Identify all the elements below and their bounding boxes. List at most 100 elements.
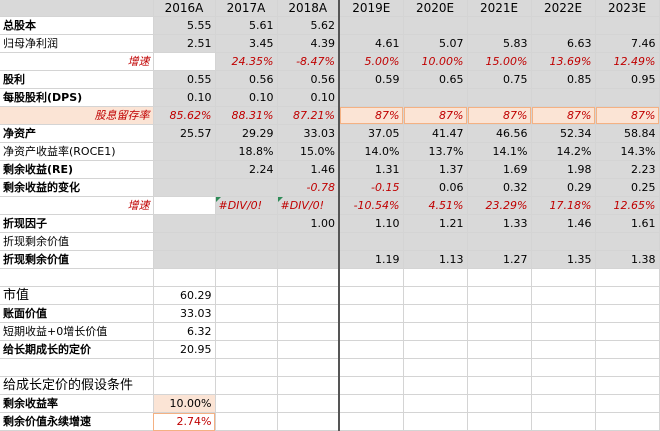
cell[interactable]: 5.00% bbox=[338, 52, 404, 71]
cell[interactable] bbox=[403, 232, 468, 251]
cell[interactable]: 1.31 bbox=[338, 160, 404, 179]
cell[interactable]: 0.65 bbox=[403, 70, 468, 89]
cell[interactable] bbox=[403, 340, 468, 359]
cell[interactable] bbox=[467, 286, 532, 305]
cell[interactable] bbox=[338, 394, 404, 413]
cell[interactable]: 2.51 bbox=[153, 34, 216, 53]
cell[interactable] bbox=[531, 340, 596, 359]
cell[interactable]: 1.00 bbox=[277, 214, 340, 233]
cell[interactable]: 0.56 bbox=[277, 70, 340, 89]
cell[interactable]: 0.25 bbox=[595, 178, 660, 197]
row-label[interactable]: 账面价值 bbox=[0, 304, 154, 323]
cell[interactable] bbox=[403, 358, 468, 377]
cell[interactable] bbox=[277, 232, 340, 251]
cell[interactable]: 0.06 bbox=[403, 178, 468, 197]
cell[interactable]: 0.10 bbox=[277, 88, 340, 107]
header-corner[interactable] bbox=[0, 0, 154, 17]
cell[interactable]: 1.10 bbox=[338, 214, 404, 233]
cell[interactable] bbox=[531, 322, 596, 341]
cell[interactable]: 7.46 bbox=[595, 34, 660, 53]
row-label[interactable]: 净资产收益率(ROCE1) bbox=[0, 142, 154, 161]
cell[interactable]: 37.05 bbox=[338, 124, 404, 143]
cell[interactable]: 46.56 bbox=[467, 124, 532, 143]
header-year-2020E[interactable]: 2020E bbox=[403, 0, 468, 17]
cell[interactable] bbox=[153, 196, 216, 215]
cell[interactable] bbox=[531, 304, 596, 323]
cell[interactable]: 0.55 bbox=[153, 70, 216, 89]
cell[interactable]: -0.78 bbox=[277, 178, 340, 197]
cell[interactable]: 1.37 bbox=[403, 160, 468, 179]
cell[interactable] bbox=[277, 376, 340, 395]
cell[interactable]: 85.62% bbox=[153, 106, 216, 125]
cell[interactable]: 14.3% bbox=[595, 142, 660, 161]
cell[interactable] bbox=[277, 340, 340, 359]
cell[interactable] bbox=[338, 16, 404, 35]
cell[interactable]: 87% bbox=[467, 106, 532, 125]
header-year-2023E[interactable]: 2023E bbox=[595, 0, 660, 17]
cell[interactable] bbox=[467, 358, 532, 377]
cell[interactable]: 33.03 bbox=[153, 304, 216, 323]
cell[interactable] bbox=[215, 232, 278, 251]
cell[interactable] bbox=[595, 376, 660, 395]
cell[interactable] bbox=[467, 394, 532, 413]
cell[interactable]: 13.7% bbox=[403, 142, 468, 161]
cell[interactable]: 6.63 bbox=[531, 34, 596, 53]
header-year-2017A[interactable]: 2017A bbox=[215, 0, 278, 17]
cell[interactable]: 1.35 bbox=[531, 250, 596, 269]
cell[interactable] bbox=[467, 232, 532, 251]
cell[interactable] bbox=[531, 232, 596, 251]
cell[interactable]: 12.65% bbox=[595, 196, 660, 215]
row-label[interactable]: 股利 bbox=[0, 70, 154, 89]
cell[interactable] bbox=[153, 214, 216, 233]
cell[interactable] bbox=[595, 358, 660, 377]
cell[interactable]: -0.15 bbox=[338, 178, 404, 197]
cell[interactable] bbox=[403, 286, 468, 305]
cell[interactable] bbox=[467, 268, 532, 287]
cell[interactable]: 5.61 bbox=[215, 16, 278, 35]
cell[interactable] bbox=[215, 178, 278, 197]
cell[interactable] bbox=[215, 286, 278, 305]
cell[interactable] bbox=[531, 268, 596, 287]
cell[interactable]: #DIV/0! bbox=[277, 196, 340, 215]
row-label[interactable]: 增速 bbox=[0, 52, 154, 71]
cell[interactable] bbox=[215, 322, 278, 341]
cell[interactable] bbox=[467, 88, 532, 107]
cell[interactable]: 1.61 bbox=[595, 214, 660, 233]
cell[interactable]: 87% bbox=[531, 106, 596, 125]
cell[interactable]: -10.54% bbox=[338, 196, 404, 215]
section-title[interactable]: 给成长定价的假设条件 bbox=[0, 376, 154, 395]
cell[interactable]: 0.85 bbox=[531, 70, 596, 89]
cell[interactable]: 5.83 bbox=[467, 34, 532, 53]
cell[interactable] bbox=[403, 16, 468, 35]
cell[interactable]: 58.84 bbox=[595, 124, 660, 143]
cell[interactable] bbox=[215, 412, 278, 431]
cell[interactable]: 1.27 bbox=[467, 250, 532, 269]
cell[interactable] bbox=[338, 412, 404, 431]
cell[interactable]: 5.62 bbox=[277, 16, 340, 35]
cell[interactable] bbox=[338, 322, 404, 341]
cell[interactable] bbox=[338, 340, 404, 359]
cell[interactable] bbox=[403, 376, 468, 395]
cell[interactable] bbox=[531, 376, 596, 395]
cell[interactable] bbox=[595, 88, 660, 107]
cell[interactable] bbox=[338, 304, 404, 323]
cell[interactable]: 3.45 bbox=[215, 34, 278, 53]
cell[interactable] bbox=[595, 322, 660, 341]
cell[interactable] bbox=[338, 88, 404, 107]
cell[interactable]: 23.29% bbox=[467, 196, 532, 215]
row-label[interactable]: 剩余收益率 bbox=[0, 394, 154, 413]
cell[interactable] bbox=[153, 358, 216, 377]
cell[interactable] bbox=[153, 250, 216, 269]
header-year-2018A[interactable]: 2018A bbox=[277, 0, 340, 17]
cell[interactable]: 18.8% bbox=[215, 142, 278, 161]
row-label[interactable]: 折现剩余价值 bbox=[0, 232, 154, 251]
cell[interactable] bbox=[338, 232, 404, 251]
row-label[interactable]: 给长期成长的定价 bbox=[0, 340, 154, 359]
cell[interactable] bbox=[277, 304, 340, 323]
cell[interactable]: 17.18% bbox=[531, 196, 596, 215]
cell[interactable] bbox=[277, 250, 340, 269]
cell[interactable]: 0.75 bbox=[467, 70, 532, 89]
cell[interactable] bbox=[277, 322, 340, 341]
cell[interactable] bbox=[153, 160, 216, 179]
cell[interactable] bbox=[215, 250, 278, 269]
